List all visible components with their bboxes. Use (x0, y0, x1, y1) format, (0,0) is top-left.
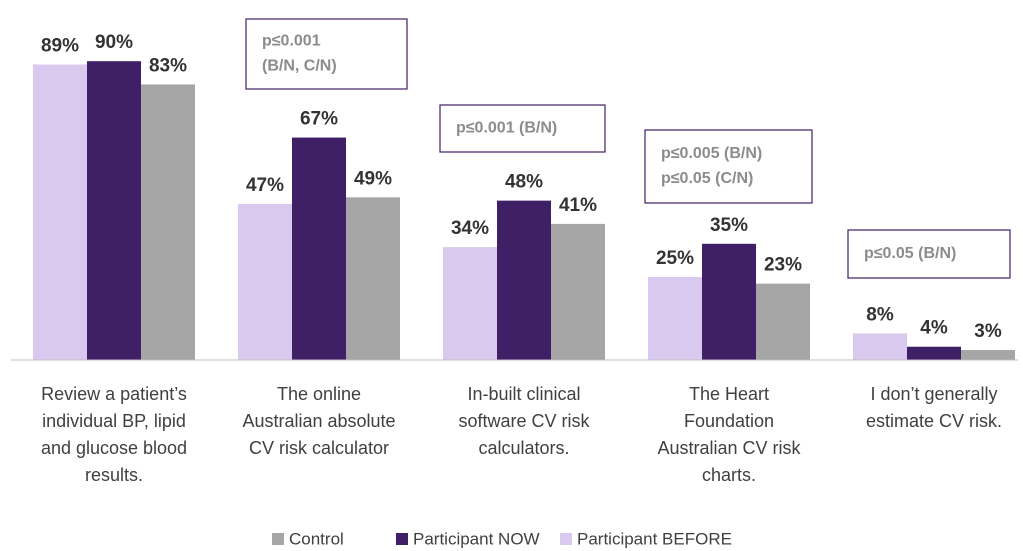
annotation-text: p≤0.005 (B/N) (661, 145, 762, 162)
annotation-box (644, 129, 813, 204)
value-label: 35% (710, 215, 748, 236)
bar (346, 197, 400, 360)
bar (961, 350, 1015, 360)
category-label: estimate CV risk. (866, 411, 1002, 431)
legend-label: Participant BEFORE (577, 529, 732, 548)
category-label: The Heart (689, 384, 769, 404)
bar (292, 137, 346, 360)
bar (87, 61, 141, 360)
category-label: calculators. (478, 438, 569, 458)
category-label: Foundation (684, 411, 774, 431)
annotation-text: p≤0.001 (B/N) (456, 120, 557, 137)
value-label: 49% (354, 168, 392, 189)
category-label: and glucose blood (41, 438, 187, 458)
legend-label: Participant NOW (413, 529, 540, 548)
annotation-box (439, 104, 606, 153)
value-label: 67% (300, 109, 338, 130)
annotation-box (245, 18, 408, 90)
category-label: I don’t generally (870, 384, 997, 404)
value-label: 41% (559, 195, 597, 216)
value-label: 3% (974, 321, 1002, 342)
annotation-box (847, 229, 1011, 279)
legend-swatch (560, 533, 572, 545)
bar (33, 64, 87, 361)
bar (551, 223, 605, 360)
legend-label: Control (289, 529, 344, 548)
value-label: 25% (656, 248, 694, 269)
category-label: Review a patient’s (41, 384, 187, 404)
category-label: Australian absolute (242, 411, 395, 431)
category-label: Australian CV risk (657, 438, 801, 458)
category-label: results. (85, 465, 143, 485)
value-label: 89% (41, 36, 79, 57)
bar (443, 247, 497, 360)
value-label: 8% (866, 304, 894, 325)
category-label: charts. (702, 465, 756, 485)
bar (497, 200, 551, 360)
category-label: CV risk calculator (249, 438, 389, 458)
annotation-text: (B/N, C/N) (262, 58, 337, 75)
annotation-text: p≤0.001 (262, 33, 321, 50)
bar (756, 283, 810, 360)
value-label: 23% (764, 255, 802, 276)
annotation-text: p≤0.05 (C/N) (661, 170, 753, 187)
category-label: The online (277, 384, 361, 404)
bar (907, 346, 961, 360)
bar (238, 203, 292, 360)
bar (648, 277, 702, 360)
annotation-text: p≤0.05 (B/N) (864, 245, 956, 262)
legend-swatch (272, 533, 284, 545)
category-label: software CV risk (458, 411, 590, 431)
bar (141, 84, 195, 360)
legend-swatch (396, 533, 408, 545)
category-label: individual BP, lipid (42, 411, 186, 431)
category-label: In-built clinical (467, 384, 580, 404)
bar (853, 333, 907, 360)
bar (702, 243, 756, 360)
value-label: 48% (505, 172, 543, 193)
value-label: 47% (246, 175, 284, 196)
value-label: 4% (920, 318, 948, 339)
value-label: 83% (149, 55, 187, 76)
value-label: 34% (451, 218, 489, 239)
value-label: 90% (95, 32, 133, 53)
